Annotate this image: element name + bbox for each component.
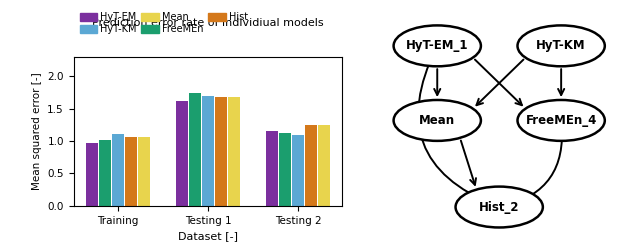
Bar [176, 101, 188, 206]
Bar [189, 93, 201, 206]
Ellipse shape [456, 186, 543, 227]
Bar [215, 96, 227, 206]
Bar [112, 134, 124, 206]
Bar [228, 96, 240, 206]
FancyArrowPatch shape [419, 48, 495, 206]
Text: Mean: Mean [419, 114, 455, 127]
Bar [125, 137, 137, 206]
Ellipse shape [518, 25, 605, 66]
Bar [279, 133, 291, 206]
FancyArrowPatch shape [504, 123, 562, 207]
Ellipse shape [394, 25, 481, 66]
Bar [202, 96, 214, 206]
Ellipse shape [518, 100, 605, 141]
Ellipse shape [394, 100, 481, 141]
Bar [99, 140, 111, 206]
Text: HyT-EM_1: HyT-EM_1 [406, 39, 468, 52]
Bar [305, 125, 317, 206]
Text: Hist_2: Hist_2 [479, 201, 520, 214]
Bar [266, 131, 278, 206]
Y-axis label: Mean squared error [-]: Mean squared error [-] [32, 73, 42, 190]
Text: HyT-KM: HyT-KM [536, 39, 586, 52]
Bar [86, 143, 98, 206]
Title: Prediction error rate of individiual models: Prediction error rate of individiual mod… [92, 19, 324, 29]
Text: FreeMEn_4: FreeMEn_4 [525, 114, 597, 127]
Bar [318, 125, 330, 206]
Bar [138, 137, 150, 206]
Bar [292, 135, 304, 206]
X-axis label: Dataset [-]: Dataset [-] [178, 231, 238, 241]
Legend: HyT-EM, HyT-KM, Mean, FreeMEn, Hist: HyT-EM, HyT-KM, Mean, FreeMEn, Hist [76, 8, 252, 38]
